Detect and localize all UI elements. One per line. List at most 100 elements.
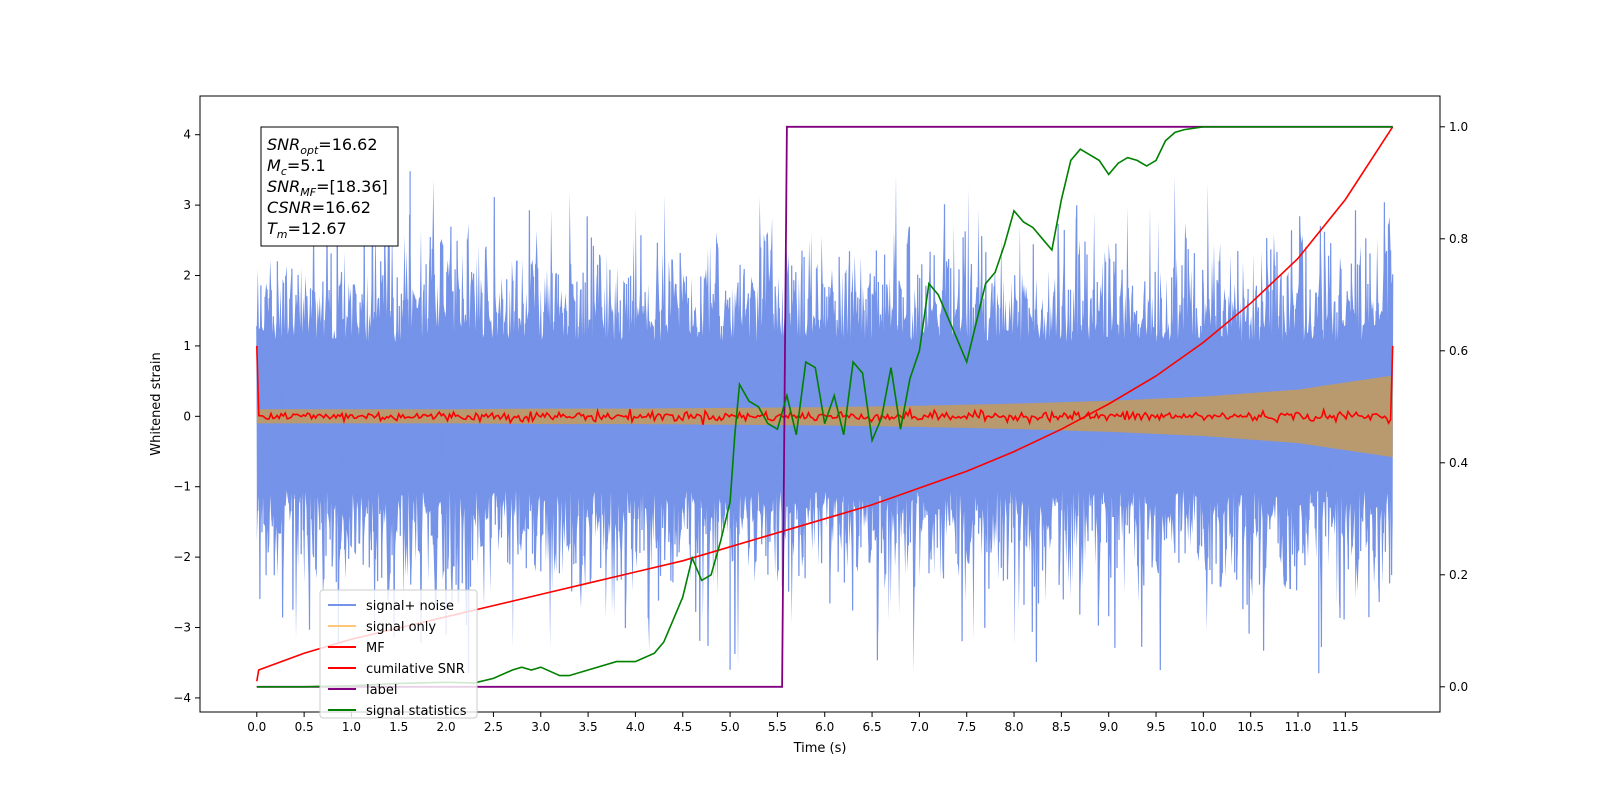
annotation-frame <box>260 126 399 247</box>
x-tick: 3.0 <box>531 712 550 734</box>
y-right-tick: 0.0 <box>1440 680 1468 694</box>
y-right-tick-label: 0.8 <box>1449 232 1468 246</box>
y-left-tick: −4 <box>173 691 200 705</box>
y-left-tick: 1 <box>183 339 200 353</box>
annotation-line: Mc=5.1 <box>267 156 326 178</box>
x-tick: 7.5 <box>957 712 976 734</box>
x-tick-label: 11.0 <box>1285 720 1312 734</box>
x-tick: 11.0 <box>1285 712 1312 734</box>
mf-line <box>256 345 1394 426</box>
x-tick: 9.5 <box>1146 712 1166 734</box>
y-right-tick-label: 0.4 <box>1449 456 1468 470</box>
legend-label: signal only <box>366 620 436 635</box>
legend: signal+ noise signal only MF cumilative SNR… <box>319 589 478 719</box>
y-right-tick-label: 0.2 <box>1449 568 1468 582</box>
annotation-box: SNRopt=16.62Mc=5.1SNRMF=[18.36]CSNR=16.6… <box>260 126 399 247</box>
x-tick: 8.0 <box>1004 712 1024 734</box>
x-tick-label: 10.0 <box>1190 720 1217 734</box>
x-tick-label: 3.0 <box>531 720 550 734</box>
y-left-tick-label: −4 <box>173 691 191 705</box>
y-left-axis-title: Whitened strain <box>149 352 164 455</box>
y-right-tick-label: 0.6 <box>1449 344 1468 358</box>
legend-label: signal statistics <box>366 704 467 719</box>
x-tick: 4.0 <box>626 712 645 734</box>
signal-only-band <box>256 375 1393 458</box>
x-tick: 9.0 <box>1099 712 1118 734</box>
x-tick-label: 9.5 <box>1146 720 1165 734</box>
annotation-line: Tm=12.67 <box>267 219 347 241</box>
x-tick: 2.5 <box>484 712 503 734</box>
y-left-tick-label: −3 <box>173 621 191 635</box>
y-right-tick: 0.6 <box>1440 344 1468 358</box>
legend-item: MF <box>328 641 385 656</box>
annotation-line: CSNR=16.62 <box>267 198 371 217</box>
x-tick: 11.5 <box>1332 712 1359 734</box>
y-left-tick: 0 <box>183 409 200 423</box>
x-tick-label: 11.5 <box>1332 720 1359 734</box>
x-tick: 6.5 <box>863 712 882 734</box>
y-left-tick-label: 0 <box>183 409 191 423</box>
x-tick-label: 8.5 <box>1052 720 1071 734</box>
y-right-tick-label: 0.0 <box>1449 680 1468 694</box>
x-tick: 10.0 <box>1190 712 1217 734</box>
y-left-tick: 3 <box>183 198 200 212</box>
x-tick-label: 4.5 <box>673 720 692 734</box>
x-tick-label: 9.0 <box>1099 720 1118 734</box>
y-left-tick: −3 <box>173 621 200 635</box>
x-tick-label: 10.5 <box>1237 720 1264 734</box>
legend-item: signal+ noise <box>328 599 454 614</box>
y-right-tick: 0.8 <box>1440 232 1468 246</box>
signal-statistics-line <box>256 126 1393 688</box>
x-tick-label: 0.5 <box>295 720 314 734</box>
x-tick-label: 1.5 <box>389 720 408 734</box>
y-left-tick-label: 3 <box>183 198 191 212</box>
x-tick-label: 6.5 <box>863 720 882 734</box>
x-tick-label: 6.0 <box>815 720 834 734</box>
y-left-axis-ticks: −4 −3 −2 −1 0 1 2 3 4 <box>173 128 200 705</box>
legend-item: cumilative SNR <box>328 662 465 677</box>
x-tick: 10.5 <box>1237 712 1264 734</box>
x-tick-label: 5.0 <box>721 720 740 734</box>
x-tick-label: 1.0 <box>342 720 361 734</box>
x-tick-label: 5.5 <box>768 720 787 734</box>
y-left-tick-label: 1 <box>183 339 191 353</box>
legend-item: label <box>328 683 397 698</box>
x-tick: 4.5 <box>673 712 692 734</box>
legend-label: label <box>366 683 397 698</box>
y-left-tick: −2 <box>173 550 200 564</box>
x-tick-label: 7.5 <box>957 720 976 734</box>
x-tick-label: 7.0 <box>910 720 929 734</box>
y-right-tick: 0.4 <box>1440 456 1468 470</box>
annotation-lines: SNRopt=16.62Mc=5.1SNRMF=[18.36]CSNR=16.6… <box>267 135 388 241</box>
x-axis-ticks: 0.0 0.5 1.0 1.5 2.0 2.5 3.0 3.5 4.0 4.5 5.0 5.5 6.0 6… <box>247 712 1359 734</box>
plot-area <box>256 125 1394 688</box>
legend-label: cumilative SNR <box>366 662 465 677</box>
y-right-tick: 1.0 <box>1440 120 1468 134</box>
legend-items: signal+ noise signal only MF cumilative SNR… <box>328 599 467 719</box>
annotation-line: SNRMF=[18.36] <box>267 177 388 199</box>
legend-frame <box>319 589 478 719</box>
x-tick-label: 8.0 <box>1004 720 1023 734</box>
x-tick: 8.5 <box>1052 712 1071 734</box>
signal-noise-line <box>256 171 1394 674</box>
x-tick: 0.5 <box>295 712 314 734</box>
legend-label: signal+ noise <box>366 599 454 614</box>
y-left-tick-label: 2 <box>183 269 191 283</box>
y-left-tick-label: 4 <box>183 128 191 142</box>
y-left-tick: 4 <box>183 128 200 142</box>
x-tick: 6.0 <box>815 712 834 734</box>
x-axis-title: Time (s) <box>793 741 847 756</box>
y-left-tick: 2 <box>183 269 200 283</box>
x-tick: 0.0 <box>247 712 266 734</box>
x-tick: 5.5 <box>768 712 787 734</box>
x-tick: 3.5 <box>579 712 598 734</box>
y-left-tick-label: −1 <box>173 480 191 494</box>
plot-frame <box>199 95 1441 713</box>
x-tick-label: 2.0 <box>437 720 456 734</box>
x-tick: 5.0 <box>721 712 740 734</box>
annotation-line: SNRopt=16.62 <box>267 135 378 157</box>
x-tick-label: 2.5 <box>484 720 503 734</box>
y-right-tick: 0.2 <box>1440 568 1468 582</box>
legend-label: MF <box>366 641 385 656</box>
